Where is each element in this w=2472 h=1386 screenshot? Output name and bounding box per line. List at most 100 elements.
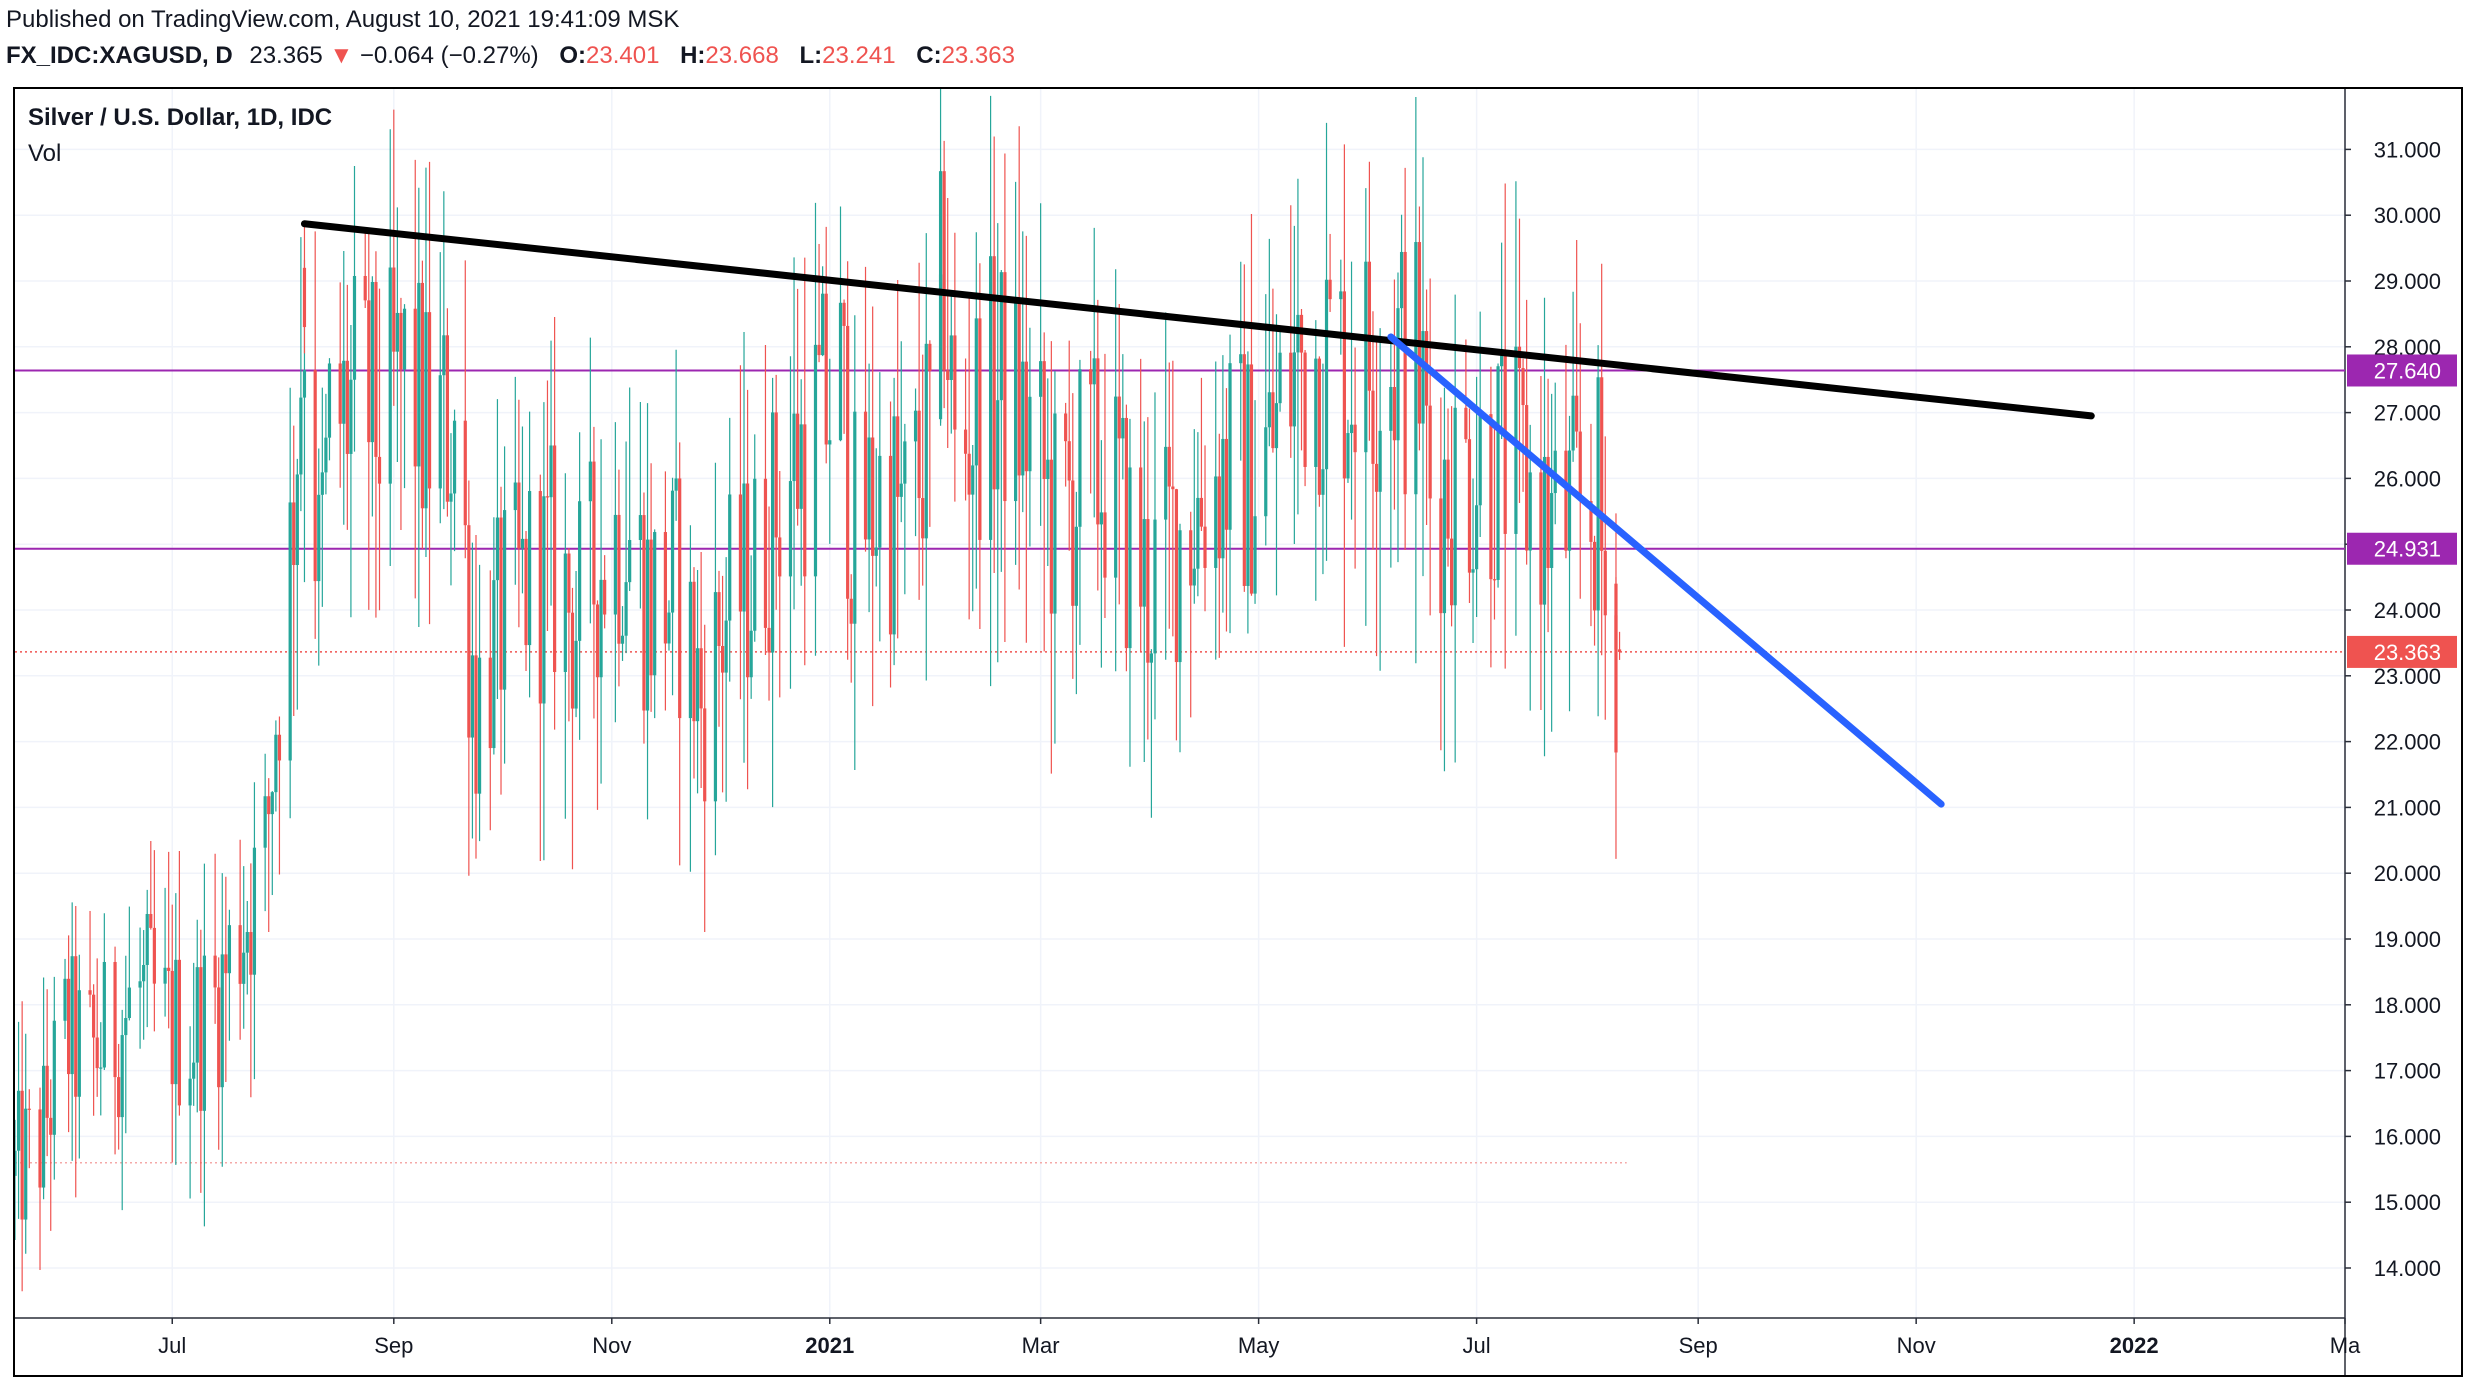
x-tick-label: Ma [2330, 1333, 2361, 1358]
candle-body [1399, 251, 1404, 309]
candle-body [345, 360, 349, 454]
candle-body [688, 581, 693, 719]
candle-body [317, 494, 321, 582]
candle-body [1489, 414, 1493, 580]
candle-body [1364, 261, 1368, 453]
candle-body [1203, 526, 1207, 568]
candle-body [724, 620, 728, 673]
candle-body [120, 1035, 124, 1118]
candle-body [352, 275, 357, 380]
candle-body [1021, 361, 1025, 476]
candle-body [595, 604, 600, 678]
candle-body [70, 956, 74, 1075]
candle-body [1214, 476, 1218, 568]
candle-body [1199, 497, 1204, 527]
candle-body [399, 312, 403, 370]
candle-body [1592, 541, 1597, 611]
candle-body [738, 494, 743, 612]
candle-body [842, 302, 846, 326]
candle-body [1014, 299, 1018, 502]
candle-body [796, 413, 800, 509]
price-tag [2347, 354, 2457, 387]
candle-body [1349, 424, 1354, 434]
candle-body [670, 490, 675, 613]
candle-body [420, 282, 424, 509]
x-tick-label: Nov [1897, 1333, 1936, 1358]
candle-body [202, 955, 207, 1111]
candle-body [1267, 392, 1271, 428]
candle-body [1124, 417, 1128, 649]
candle-body [327, 363, 332, 438]
candle-body [1003, 272, 1007, 502]
candle-body [871, 437, 875, 556]
candle-body [1571, 395, 1575, 451]
candle-body [1264, 427, 1268, 517]
candle-body [302, 370, 307, 398]
candle-body [1221, 438, 1225, 559]
candle-body [774, 412, 778, 538]
candle-body [717, 592, 721, 646]
y-tick-label: 30.000 [2374, 203, 2441, 228]
candle-body [45, 1065, 49, 1118]
candle-body [638, 515, 642, 541]
candle-body [888, 455, 893, 635]
candle-body [1471, 569, 1475, 573]
series-legend-title: Silver / U.S. Dollar, 1D, IDC [28, 104, 333, 131]
candle-body [1171, 486, 1175, 490]
published-line: Published on TradingView.com, August 10,… [6, 6, 680, 33]
candle-body [1575, 395, 1579, 432]
candle-body [874, 547, 878, 556]
candle-body [1446, 459, 1450, 539]
candle-body [1174, 489, 1179, 663]
candle-body [899, 483, 903, 497]
candle-body [553, 445, 557, 672]
candle-body [728, 494, 732, 621]
candle-body [1089, 369, 1093, 385]
candle-body [1553, 450, 1557, 494]
candle-body [578, 501, 582, 641]
candle-body [77, 990, 81, 1097]
candle-body [270, 792, 274, 815]
candle-body [1274, 403, 1279, 449]
symbol-name: FX_IDC:XAGUSD, D [6, 42, 233, 69]
candle-body [849, 598, 853, 624]
candle-body [713, 592, 718, 802]
candle-body [938, 274, 943, 420]
candle-body [603, 579, 607, 615]
candle-body [978, 318, 982, 540]
candle-body [878, 455, 882, 548]
candle-body [617, 514, 621, 644]
grid [15, 89, 2346, 1318]
y-tick-label: 23.000 [2374, 664, 2441, 689]
candle-body [678, 478, 682, 719]
candle-body [942, 171, 946, 371]
candle-body [49, 1117, 53, 1135]
candle-body [342, 360, 346, 424]
candle-body [1539, 472, 1543, 605]
candle-body [538, 491, 542, 704]
candle-body [1028, 396, 1032, 472]
candle-body [1142, 519, 1146, 607]
candle-body [1239, 354, 1243, 364]
candle-body [1128, 467, 1132, 649]
symbol-quote-line: FX_IDC:XAGUSD, D 23.365 ▼ −0.064 (−0.27%… [6, 42, 1015, 70]
candle-body [1139, 467, 1143, 607]
candle-body [438, 375, 442, 489]
candle-body [449, 493, 453, 502]
candle-body [267, 796, 271, 815]
candle-body [588, 461, 592, 502]
candles [15, 89, 1622, 1292]
candle-body [413, 308, 417, 467]
candle-body [1353, 424, 1357, 453]
candle-body [488, 657, 492, 749]
candle-body [24, 1108, 28, 1220]
y-tick-label: 15.000 [2374, 1190, 2441, 1215]
x-tick-label: Nov [592, 1333, 631, 1358]
candle-body [163, 967, 167, 984]
y-tick-label: 27.000 [2374, 401, 2441, 426]
low-value: 23.241 [822, 42, 896, 69]
candle-body [138, 981, 142, 988]
candle-body [1564, 450, 1568, 551]
candle-body [971, 465, 975, 495]
